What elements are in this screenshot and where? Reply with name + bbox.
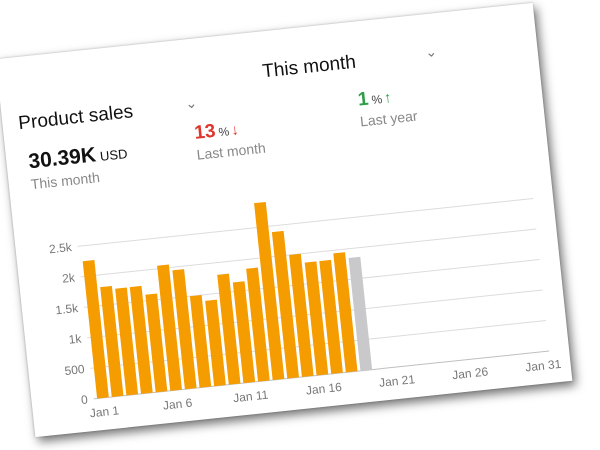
sales-bar[interactable]	[319, 259, 343, 374]
sales-bar[interactable]	[82, 260, 109, 399]
y-tick-label: 2k	[62, 270, 77, 285]
y-tick-label: 1.5k	[55, 301, 80, 317]
period-selector[interactable]: This month	[261, 51, 357, 83]
last-year-caption: Last year	[359, 107, 419, 130]
grid-line	[77, 198, 534, 247]
y-tick-label: 2.5k	[48, 240, 73, 256]
sales-bar[interactable]	[217, 273, 241, 385]
sales-bar[interactable]	[145, 293, 168, 393]
y-tick-label: 1k	[68, 331, 83, 346]
down-arrow-icon: ↓	[230, 121, 240, 139]
sales-bar[interactable]	[304, 261, 329, 376]
y-tick-label: 0	[80, 393, 88, 408]
x-tick-label: Jan 26	[452, 365, 490, 383]
last-month-percent-sign: %	[217, 124, 230, 140]
sales-bar[interactable]	[100, 285, 124, 397]
y-axis-tick-labels: 0 500 1k 1.5k 2k 2.5k	[48, 240, 88, 408]
bars	[82, 201, 373, 399]
metric-dropdown-chevron-icon[interactable]: ⌄	[184, 94, 198, 112]
x-tick-label: Jan 6	[162, 396, 193, 413]
product-sales-title: Product sales	[17, 101, 135, 135]
last-month-caption: Last month	[195, 139, 267, 163]
sales-bar[interactable]	[189, 295, 212, 388]
up-arrow-icon: ↑	[383, 89, 393, 107]
grid-line	[80, 228, 537, 278]
sales-bar[interactable]	[115, 287, 139, 396]
x-tick-label: Jan 21	[378, 372, 416, 390]
sales-bar[interactable]	[271, 230, 299, 379]
total-sales-value: 30.39K	[27, 143, 98, 174]
currency-unit: USD	[99, 146, 129, 164]
last-month-change-metric: 13%↓ Last month	[193, 116, 266, 163]
x-tick-label: Jan 11	[233, 388, 270, 406]
sales-bar[interactable]	[254, 201, 285, 381]
sales-bar[interactable]	[157, 264, 182, 391]
sales-bar[interactable]	[333, 252, 358, 373]
period-dropdown-chevron-icon[interactable]: ⌄	[424, 43, 438, 61]
x-tick-label: Jan 16	[305, 380, 343, 398]
sales-bar[interactable]	[246, 267, 270, 382]
total-sales-metric: 30.39K USD This month	[27, 140, 130, 192]
today-bar[interactable]	[348, 256, 373, 371]
last-year-percent-sign: %	[370, 92, 383, 108]
sales-bar[interactable]	[205, 299, 226, 387]
x-axis-tick-labels: Jan 1 Jan 6 Jan 11 Jan 16 Jan 21 Jan 26 Jan 31	[89, 357, 562, 421]
sales-bar[interactable]	[172, 269, 197, 390]
sales-bar[interactable]	[129, 285, 153, 394]
sales-card: Product sales ⌄ This month ⌄ 30.39K USD T…	[0, 2, 573, 438]
last-month-change-value: 13	[193, 120, 217, 144]
y-tick-label: 500	[64, 362, 86, 378]
x-tick-label: Jan 1	[89, 403, 120, 420]
last-year-change-metric: 1%↑ Last year	[357, 84, 418, 130]
x-tick-label: Jan 31	[525, 357, 563, 375]
last-year-change-value: 1	[356, 88, 370, 111]
sales-bar[interactable]	[232, 281, 256, 384]
sales-bar[interactable]	[289, 253, 314, 377]
